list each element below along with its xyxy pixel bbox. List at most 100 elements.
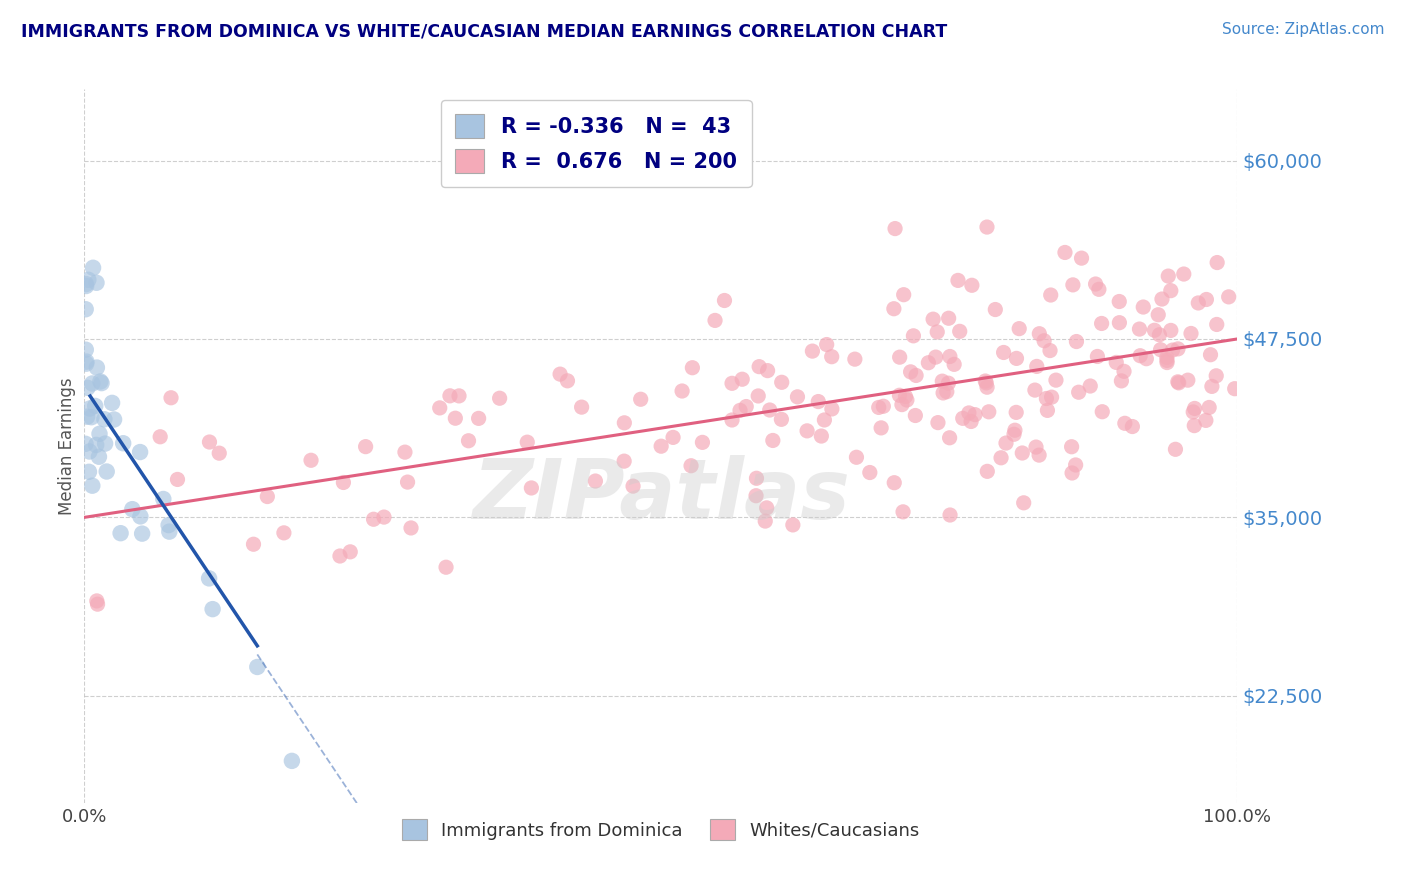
Point: [870, 421, 893, 435]
Point: [1005, 351, 1028, 366]
Point: [821, 401, 844, 416]
Point: [339, 545, 361, 559]
Point: [1182, 405, 1205, 419]
Point: [548, 367, 571, 381]
Point: [976, 464, 998, 478]
Point: [1040, 390, 1063, 404]
Point: [917, 356, 939, 370]
Point: [943, 357, 966, 371]
Point: [396, 475, 419, 489]
Point: [76, 409, 98, 424]
Point: [516, 435, 538, 450]
Point: [457, 434, 479, 448]
Point: [922, 312, 945, 326]
Point: [762, 434, 785, 448]
Point: [1156, 351, 1178, 365]
Point: [1028, 326, 1050, 341]
Point: [1062, 277, 1084, 292]
Text: ZIPatlas: ZIPatlas: [472, 456, 849, 536]
Point: [208, 446, 231, 460]
Point: [1195, 293, 1218, 307]
Point: [957, 406, 980, 420]
Point: [894, 389, 917, 403]
Point: [939, 508, 962, 522]
Point: [1070, 251, 1092, 265]
Point: [1114, 417, 1136, 431]
Point: [129, 509, 152, 524]
Point: [721, 376, 744, 391]
Point: [1108, 294, 1130, 309]
Point: [467, 411, 489, 425]
Point: [1036, 403, 1059, 417]
Point: [754, 514, 776, 528]
Point: [1157, 269, 1180, 284]
Point: [905, 368, 928, 383]
Point: [977, 405, 1000, 419]
Y-axis label: Median Earnings: Median Earnings: [58, 377, 76, 515]
Point: [246, 660, 269, 674]
Point: [1035, 392, 1057, 406]
Point: [299, 453, 322, 467]
Point: [1164, 442, 1187, 457]
Point: [1039, 343, 1062, 358]
Point: [1156, 355, 1178, 369]
Point: [281, 754, 304, 768]
Point: [704, 313, 727, 327]
Point: [1199, 348, 1222, 362]
Point: [974, 374, 997, 388]
Point: [160, 391, 183, 405]
Point: [974, 376, 997, 390]
Point: [84, 438, 107, 452]
Point: [1143, 323, 1166, 337]
Point: [96, 465, 118, 479]
Point: [82, 376, 104, 391]
Point: [86, 360, 108, 375]
Point: [939, 350, 962, 364]
Point: [1149, 327, 1171, 342]
Point: [1182, 418, 1205, 433]
Point: [121, 502, 143, 516]
Point: [84, 399, 107, 413]
Point: [399, 521, 422, 535]
Point: [256, 490, 278, 504]
Point: [76, 381, 98, 395]
Point: [1167, 375, 1189, 389]
Point: [86, 276, 108, 290]
Point: [813, 413, 835, 427]
Point: [571, 400, 593, 414]
Point: [434, 560, 457, 574]
Point: [94, 436, 117, 450]
Point: [671, 384, 693, 398]
Point: [201, 602, 224, 616]
Point: [354, 440, 377, 454]
Point: [1167, 342, 1189, 356]
Point: [1067, 385, 1090, 400]
Point: [75, 354, 97, 368]
Point: [1078, 379, 1101, 393]
Point: [75, 343, 97, 357]
Point: [807, 394, 830, 409]
Point: [889, 350, 911, 364]
Point: [1088, 282, 1111, 296]
Point: [1223, 382, 1246, 396]
Point: [938, 431, 960, 445]
Point: [903, 328, 925, 343]
Point: [1187, 296, 1209, 310]
Point: [681, 360, 703, 375]
Point: [1024, 383, 1046, 397]
Point: [157, 518, 180, 533]
Point: [801, 344, 824, 359]
Point: [731, 372, 754, 386]
Point: [89, 375, 111, 389]
Point: [868, 401, 890, 415]
Point: [1160, 284, 1182, 298]
Point: [630, 392, 652, 407]
Point: [1161, 343, 1184, 357]
Point: [810, 429, 832, 443]
Point: [557, 374, 579, 388]
Point: [1084, 277, 1107, 291]
Point: [1218, 290, 1240, 304]
Point: [1149, 343, 1171, 357]
Point: [1005, 405, 1028, 419]
Point: [884, 221, 907, 235]
